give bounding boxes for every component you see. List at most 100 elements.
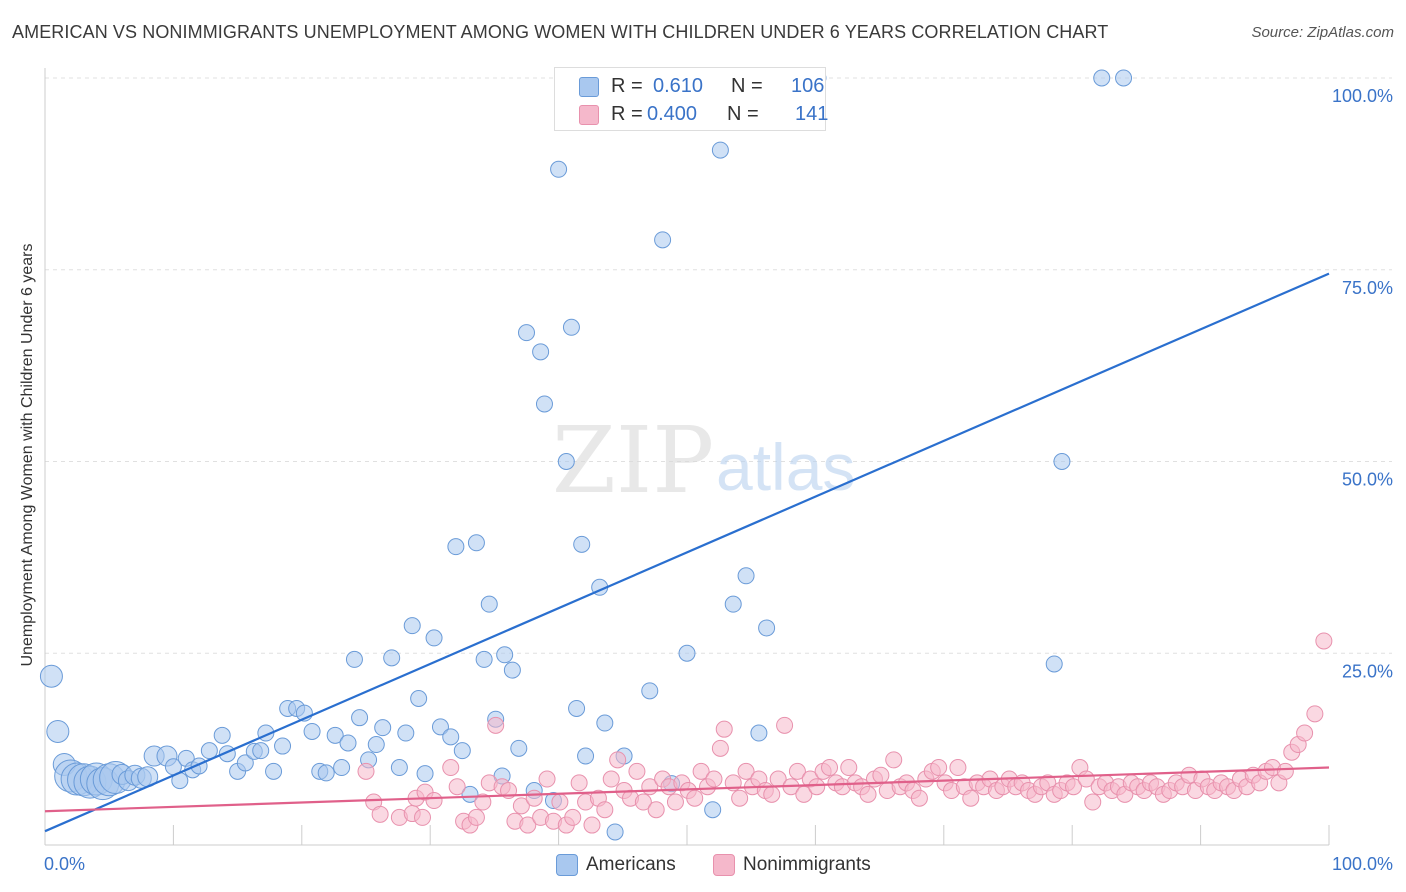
americans-point (326, 726, 344, 744)
nonimmigrants-point (467, 808, 485, 826)
bottom-legend-label-nonimmigrants: Nonimmigrants (743, 854, 871, 875)
nonimmigrants-point (737, 762, 755, 780)
americans-point (1045, 655, 1063, 673)
americans-point (397, 724, 415, 742)
nonimmigrants-point (731, 789, 749, 807)
nonimmigrants-point (634, 793, 652, 811)
bottom-swatch-americans (556, 854, 578, 876)
nonimmigrants-point (776, 716, 794, 734)
watermark-atlas: atlas (716, 430, 855, 504)
nonimmigrants-point (512, 797, 530, 815)
americans-point (550, 160, 568, 178)
americans-point (704, 801, 722, 819)
americans-point (480, 595, 498, 613)
americans-point (39, 664, 63, 688)
source-label: Source: ZipAtlas.com (1251, 24, 1394, 41)
americans-point (461, 785, 479, 803)
watermark-zip: ZIP (552, 407, 714, 514)
nonimmigrants-point (821, 759, 839, 777)
nonimmigrants-point (525, 789, 543, 807)
americans-point (654, 231, 672, 249)
americans-point (758, 619, 776, 637)
bottom-swatch-nonimmigrants (713, 854, 735, 876)
americans-point (503, 661, 521, 679)
nonimmigrants-point (666, 793, 684, 811)
americans-point (496, 646, 514, 664)
nonimmigrants-point (705, 770, 723, 788)
americans-point (416, 765, 434, 783)
nonimmigrants-point (425, 792, 443, 810)
nonimmigrants-point (1084, 793, 1102, 811)
nonimmigrants-point (647, 801, 665, 819)
y-tick-label: 25.0% (1342, 661, 1393, 681)
nonimmigrants-point (570, 774, 588, 792)
americans-point (374, 719, 392, 737)
americans-point (442, 728, 460, 746)
nonimmigrants-point (949, 759, 967, 777)
y-tick-label: 50.0% (1342, 470, 1393, 490)
americans-point (557, 453, 575, 470)
nonimmigrants-point (1306, 705, 1324, 723)
legend-swatch-americans (579, 77, 599, 97)
americans-point (568, 699, 586, 717)
legend-n-label: N = (727, 103, 759, 125)
nonimmigrants-point (628, 762, 646, 780)
nonimmigrants-point (715, 720, 733, 738)
nonimmigrants-point (413, 808, 431, 826)
nonimmigrants-point (930, 759, 948, 777)
americans-point (410, 690, 428, 708)
nonimmigrants-point (808, 778, 826, 796)
x-tick-label: 0.0% (44, 854, 85, 874)
americans-point (641, 682, 659, 700)
americans-point (577, 747, 595, 765)
legend-r-value-nonimmigrants: 0.400 (647, 103, 698, 125)
nonimmigrants-point (538, 770, 556, 788)
americans-point (303, 722, 321, 740)
americans-point (236, 754, 254, 772)
nonimmigrants-point (371, 805, 389, 823)
americans-point (467, 534, 485, 552)
nonimmigrants-point (448, 778, 466, 796)
nonimmigrants-point (763, 785, 781, 803)
americans-point (562, 318, 580, 336)
americans-point (573, 535, 591, 553)
americans-point (447, 538, 465, 556)
americans-point (46, 719, 70, 743)
americans-point (403, 617, 421, 635)
nonimmigrants-point (609, 751, 627, 769)
nonimmigrants-point (564, 808, 582, 826)
americans-point (518, 324, 535, 342)
legend-r-value-americans: 0.610 (653, 75, 704, 97)
americans-point (367, 736, 385, 754)
nonimmigrants-point (551, 793, 569, 811)
nonimmigrants-point (474, 793, 492, 811)
legend-n-value-nonimmigrants: 141 (795, 103, 829, 125)
nonimmigrants-point (357, 762, 375, 780)
americans-point (333, 759, 351, 777)
americans-point (606, 823, 624, 841)
legend-swatch-nonimmigrants (579, 105, 599, 125)
nonimmigrants-point (692, 762, 710, 780)
americans-point (678, 644, 696, 662)
bottom-legend-label-americans: Americans (586, 854, 676, 875)
nonimmigrants-point (487, 716, 505, 734)
nonimmigrants-point (602, 770, 620, 788)
americans-point (1093, 69, 1111, 87)
americans-point (431, 718, 449, 736)
y-tick-label: 75.0% (1342, 278, 1393, 298)
nonimmigrants-point (1315, 632, 1333, 650)
legend-n-value-americans: 106 (791, 75, 825, 97)
nonimmigrants-point (442, 759, 460, 777)
americans-point (510, 739, 528, 757)
americans-point (425, 629, 443, 647)
americans-point (724, 595, 742, 613)
americans-point (535, 395, 553, 413)
nonimmigrants-point (596, 801, 614, 819)
chart-title: AMERICAN VS NONIMMIGRANTS UNEMPLOYMENT A… (12, 22, 1109, 42)
nonimmigrants-point (1296, 724, 1314, 742)
americans-point (596, 714, 614, 732)
nonimmigrants-point (1064, 778, 1082, 796)
legend-r-label: R = (611, 103, 643, 125)
nonimmigrants-point (583, 816, 601, 834)
